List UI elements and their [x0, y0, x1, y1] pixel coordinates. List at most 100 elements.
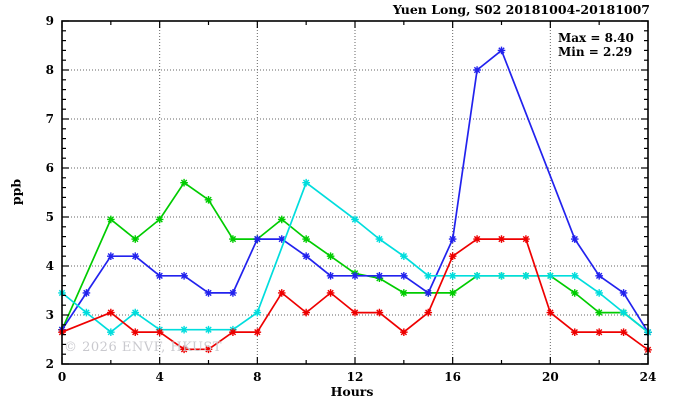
- marker-blue-series: [277, 235, 286, 243]
- y-tick-label: 8: [45, 63, 54, 77]
- marker-green-series: [229, 235, 237, 243]
- marker-green-series: [326, 252, 335, 260]
- marker-cyan-series: [302, 178, 310, 187]
- marker-red-series: [204, 345, 213, 354]
- marker-red-series: [253, 328, 262, 336]
- y-tick-label: 9: [45, 14, 54, 28]
- watermark: © 2026 ENVF, HKUST: [64, 340, 222, 355]
- marker-red-series: [375, 308, 384, 317]
- marker-blue-series: [375, 272, 384, 280]
- y-axis-title: ppb: [8, 178, 24, 206]
- marker-cyan-series: [204, 325, 213, 334]
- marker-blue-series: [155, 272, 164, 280]
- x-axis-title: Hours: [330, 384, 374, 399]
- marker-red-series: [302, 308, 310, 317]
- x-tick-label: 0: [57, 370, 67, 384]
- y-tick-label: 7: [45, 112, 54, 126]
- x-tick-label: 24: [639, 370, 657, 384]
- marker-green-series: [107, 215, 115, 224]
- marker-cyan-series: [424, 272, 433, 280]
- marker-red-series: [570, 328, 579, 336]
- marker-green-series: [595, 308, 603, 317]
- marker-cyan-series: [570, 272, 579, 280]
- marker-cyan-series: [351, 215, 359, 224]
- marker-blue-series: [229, 289, 237, 297]
- marker-red-series: [131, 328, 140, 336]
- marker-blue-series: [497, 46, 506, 55]
- marker-blue-series: [595, 272, 603, 280]
- marker-blue-series: [302, 252, 310, 260]
- marker-green-series: [570, 289, 579, 297]
- x-tick-label: 20: [541, 370, 559, 384]
- marker-cyan-series: [497, 272, 506, 280]
- marker-blue-series: [351, 272, 359, 280]
- marker-green-series: [155, 215, 164, 224]
- marker-blue-series: [570, 235, 579, 243]
- marker-cyan-series: [131, 308, 140, 317]
- marker-cyan-series: [448, 272, 457, 280]
- marker-blue-series: [204, 289, 213, 297]
- marker-red-series: [546, 308, 555, 317]
- chart-title: Yuen Long, S02 20181004-20181007: [392, 2, 650, 17]
- marker-blue-series: [448, 235, 457, 243]
- marker-cyan-series: [595, 289, 603, 297]
- marker-green-series: [448, 289, 457, 297]
- marker-cyan-series: [180, 325, 188, 334]
- y-tick-label: 3: [45, 308, 54, 322]
- x-tick-label: 8: [253, 370, 262, 384]
- y-tick-label: 6: [45, 161, 54, 175]
- marker-cyan-series: [82, 308, 91, 317]
- marker-red-series: [400, 328, 408, 336]
- marker-red-series: [155, 328, 164, 336]
- marker-cyan-series: [546, 272, 555, 280]
- marker-red-series: [448, 252, 457, 260]
- marker-red-series: [277, 289, 286, 297]
- marker-red-series: [497, 235, 506, 243]
- marker-red-series: [473, 235, 481, 243]
- min-value-label: Min = 2.29: [558, 45, 633, 59]
- marker-blue-series: [82, 289, 91, 297]
- marker-green-series: [302, 235, 310, 243]
- marker-cyan-series: [473, 272, 481, 280]
- marker-red-series: [522, 235, 530, 243]
- marker-red-series: [229, 328, 237, 336]
- max-value-label: Max = 8.40: [558, 31, 634, 45]
- marker-red-series: [180, 345, 188, 354]
- marker-blue-series: [619, 289, 628, 297]
- marker-blue-series: [326, 272, 335, 280]
- marker-green-series: [400, 289, 408, 297]
- y-tick-label: 2: [45, 357, 54, 371]
- marker-green-series: [277, 215, 286, 224]
- x-tick-label: 16: [444, 370, 461, 384]
- marker-blue-series: [180, 272, 188, 280]
- stats-annotation: Max = 8.40 Min = 2.29: [558, 31, 634, 59]
- marker-cyan-series: [375, 235, 384, 243]
- marker-blue-series: [253, 235, 262, 243]
- marker-blue-series: [107, 252, 115, 260]
- marker-red-series: [619, 328, 628, 336]
- marker-cyan-series: [522, 272, 530, 280]
- marker-blue-series: [131, 252, 140, 260]
- y-tick-label: 4: [45, 259, 54, 273]
- marker-red-series: [424, 308, 433, 317]
- marker-red-series: [595, 328, 603, 336]
- series-line-red-series: [61, 238, 649, 351]
- marker-blue-series: [424, 289, 433, 297]
- y-tick-label: 5: [45, 210, 54, 224]
- marker-green-series: [180, 178, 188, 187]
- marker-cyan-series: [619, 308, 628, 317]
- marker-blue-series: [473, 66, 481, 74]
- marker-green-series: [204, 196, 213, 204]
- series-line-blue-series: [61, 49, 649, 333]
- marker-red-series: [326, 289, 335, 297]
- x-tick-label: 12: [346, 370, 364, 384]
- x-tick-label: 4: [155, 370, 164, 384]
- marker-cyan-series: [107, 328, 115, 336]
- marker-cyan-series: [400, 252, 408, 260]
- marker-cyan-series: [253, 308, 262, 317]
- marker-green-series: [131, 235, 140, 243]
- marker-red-series: [351, 308, 359, 317]
- marker-red-series: [107, 308, 115, 317]
